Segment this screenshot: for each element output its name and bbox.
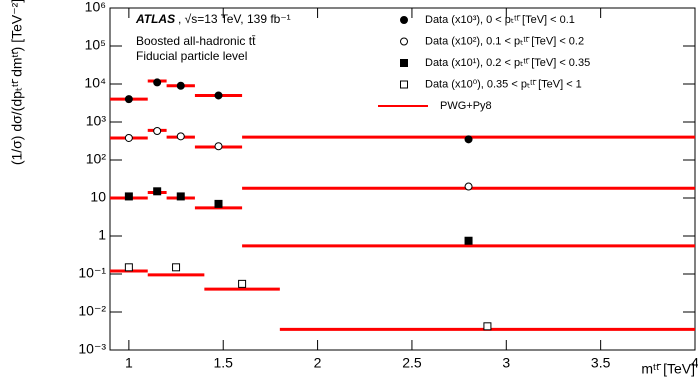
level-label: Fiducial particle level xyxy=(136,49,247,63)
plot-frame xyxy=(109,7,696,351)
legend-label: Data (x10¹), 0.2 < pₜᵗᵗ̄ [TeV] < 0.35 xyxy=(425,57,590,69)
legend-label: Data (x10³), 0 < pₜᵗᵗ̄ [TeV] < 0.1 xyxy=(425,14,575,26)
data-point xyxy=(124,133,133,142)
data-point xyxy=(214,199,223,208)
x-tick-label: 2.5 xyxy=(402,355,422,371)
legend-label: Data (x10²), 0.1 < pₜᵗᵗ̄ [TeV] < 0.2 xyxy=(425,35,584,47)
y-tick-label: 10⁻³ xyxy=(78,341,106,357)
x-tick-label: 1 xyxy=(125,355,133,371)
x-axis-title: mᵗᵗ̄ [TeV] xyxy=(641,361,695,377)
y-tick-label: 10² xyxy=(86,151,107,167)
selection-label: Boosted all-hadronic tt̄ xyxy=(136,34,256,48)
y-tick-label: 1 xyxy=(98,227,106,243)
data-point xyxy=(176,81,185,90)
data-point xyxy=(153,78,162,87)
legend-marker xyxy=(400,59,408,67)
x-tick-label: 3.5 xyxy=(591,355,611,371)
data-point xyxy=(464,236,473,245)
data-point xyxy=(176,192,185,201)
x-tick-label: 2 xyxy=(314,355,322,371)
y-tick-label: 10 xyxy=(90,189,106,205)
data-point xyxy=(172,263,181,272)
legend-marker xyxy=(400,16,408,24)
legend-marker xyxy=(400,37,408,46)
y-tick-label: 10⁻² xyxy=(78,303,106,319)
data-point xyxy=(176,132,185,141)
x-tick-label: 3 xyxy=(502,355,510,371)
data-point xyxy=(153,126,162,135)
energy-label: , √s=13 TeV, 139 fb⁻¹ xyxy=(178,12,291,26)
data-point xyxy=(124,192,133,201)
data-point xyxy=(483,322,492,331)
data-point xyxy=(464,135,473,144)
y-tick-label: 10⁻¹ xyxy=(78,265,106,281)
x-tick-label: 4 xyxy=(691,355,698,371)
data-point xyxy=(214,142,223,151)
x-tick-label: 1.5 xyxy=(213,355,233,371)
y-tick-label: 10⁶ xyxy=(85,0,106,15)
data-point xyxy=(214,91,223,100)
legend-label: Data (x10⁰), 0.35 < pₜᵗᵗ̄ [TeV] < 1 xyxy=(425,78,582,90)
experiment-label: ATLAS xyxy=(135,12,175,26)
y-tick-label: 10³ xyxy=(86,113,107,129)
y-tick-label: 10⁵ xyxy=(85,37,106,53)
y-axis-title: (1/σ) dσ/(dpₜᵗᵗ̄ dmᵗᵗ̄) [TeV⁻²] xyxy=(9,0,25,165)
legend-label: PWG+Py8 xyxy=(440,100,492,112)
data-point xyxy=(464,182,473,191)
data-point xyxy=(153,187,162,196)
data-point xyxy=(124,95,133,104)
data-point xyxy=(124,263,133,272)
legend-marker xyxy=(400,80,408,89)
y-tick-label: 10⁴ xyxy=(84,75,106,91)
data-point xyxy=(238,279,247,288)
